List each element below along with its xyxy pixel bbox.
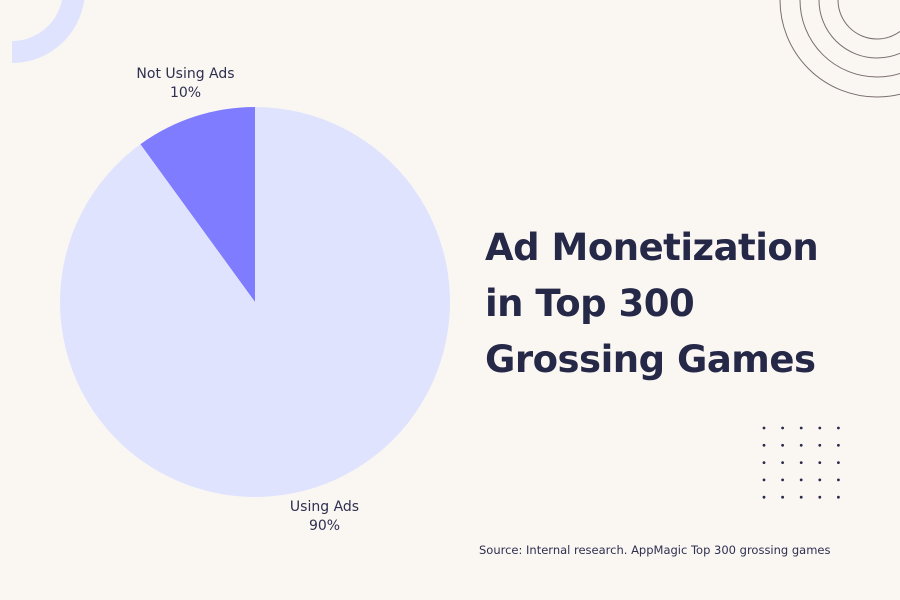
decor-dot xyxy=(799,495,803,499)
decor-dot xyxy=(781,426,784,430)
decor-dot xyxy=(781,461,784,464)
decor-dot xyxy=(837,495,840,499)
decor-dot xyxy=(762,426,766,430)
decor-dot xyxy=(818,426,822,430)
decor-dot xyxy=(762,443,766,447)
decor-dot xyxy=(818,495,822,499)
title-line: in Top 300 xyxy=(485,282,695,325)
decor-dot xyxy=(799,478,803,482)
decor-dot xyxy=(781,495,784,499)
decor-dot xyxy=(818,478,822,482)
decor-dot xyxy=(781,443,784,447)
decor-dot xyxy=(799,443,803,447)
decor-dot xyxy=(762,461,766,464)
pie-slice-using-ads xyxy=(60,107,451,497)
slice-label: Not Using Ads xyxy=(136,66,235,82)
chart-title: Ad Monetization in Top 300 Grossing Game… xyxy=(485,220,819,388)
decor-dot xyxy=(837,461,840,464)
slice-label-not-using-ads: Not Using Ads 10% xyxy=(118,65,253,103)
title-line: Ad Monetization xyxy=(485,226,819,269)
title-line: Grossing Games xyxy=(485,338,816,381)
slice-label-using-ads: Using Ads 90% xyxy=(262,498,387,536)
slice-label: Using Ads xyxy=(289,499,360,515)
decor-dot xyxy=(762,495,766,499)
decor-dot xyxy=(799,461,803,464)
decor-concentric-arcs xyxy=(779,0,900,98)
decor-dot xyxy=(818,461,822,464)
decor-dot xyxy=(837,443,840,447)
source-note: Source: Internal research. AppMagic Top … xyxy=(479,543,831,557)
decor-dot xyxy=(837,478,840,482)
decor-quarter-ring xyxy=(12,0,85,63)
decor-dot xyxy=(799,426,803,430)
decor-dot xyxy=(818,443,822,447)
decor-dot xyxy=(762,478,766,482)
decor-dot xyxy=(781,478,784,482)
decor-dot xyxy=(837,426,840,430)
decor-dot-grid xyxy=(762,426,840,499)
slice-value-label: 90% xyxy=(308,518,341,534)
pie-slice-not-using-ads xyxy=(140,107,255,302)
slice-value-label: 10% xyxy=(169,85,202,101)
